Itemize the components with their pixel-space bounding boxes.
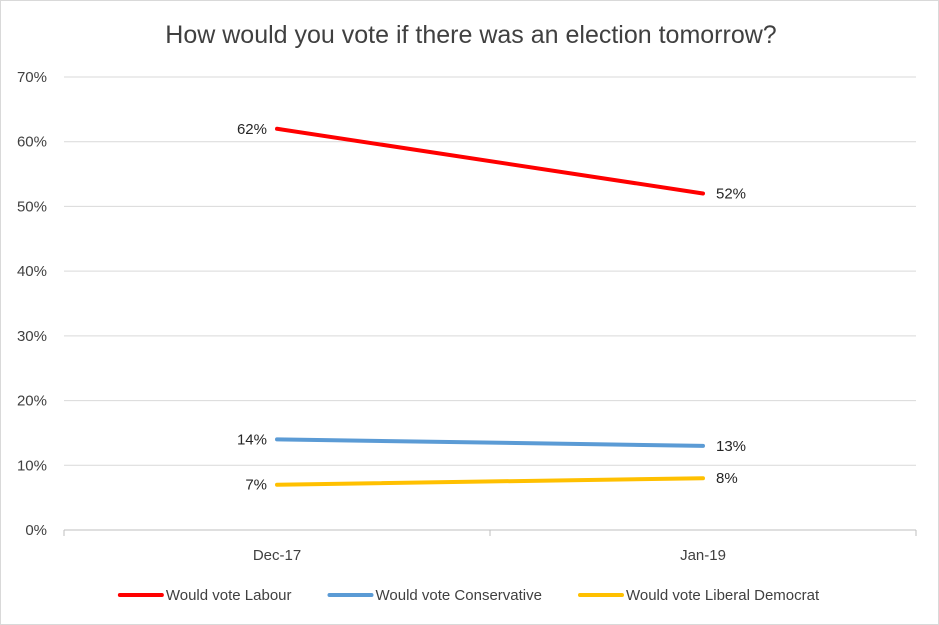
data-label: 14% [237,431,267,448]
legend-label: Would vote Conservative [376,587,542,604]
legend-item-1: Would vote Conservative [327,587,542,604]
axes: 0% 10% 20% 30% 40% 50% 60% 70% Dec-17 Jan-19 [17,69,917,564]
legend-label: Would vote Liberal Democrat [626,587,820,604]
legend: Would vote Labour Would vote Conservative… [117,587,820,604]
y-tick-label: 30% [17,328,47,345]
series-line-1 [275,437,705,448]
y-tick-label: 40% [17,263,47,280]
chart-title: How would you vote if there was an elect… [165,21,776,49]
gridlines [64,76,916,466]
legend-item-0: Would vote Labour [117,587,292,604]
y-tick-label: 50% [17,198,47,215]
y-tick-label: 20% [17,393,47,410]
y-tick-label: 0% [25,522,47,539]
legend-item-2: Would vote Liberal Democrat [577,587,820,604]
y-tick-label: 60% [17,134,47,151]
series-line-0 [275,126,705,196]
data-label: 52% [716,185,746,202]
series-lines [275,126,705,487]
data-label: 8% [716,470,738,487]
y-tick-label: 10% [17,457,47,474]
y-tick-label: 70% [17,69,47,86]
data-label: 13% [716,438,746,455]
x-tick-label: Jan-19 [680,547,726,564]
series-line-2 [275,476,705,487]
legend-label: Would vote Labour [166,587,292,604]
x-tick-label: Dec-17 [253,547,301,564]
data-labels: 62% 52% 14% 13% 7% 8% [237,121,746,494]
data-label: 62% [237,121,267,138]
data-label: 7% [245,477,267,494]
